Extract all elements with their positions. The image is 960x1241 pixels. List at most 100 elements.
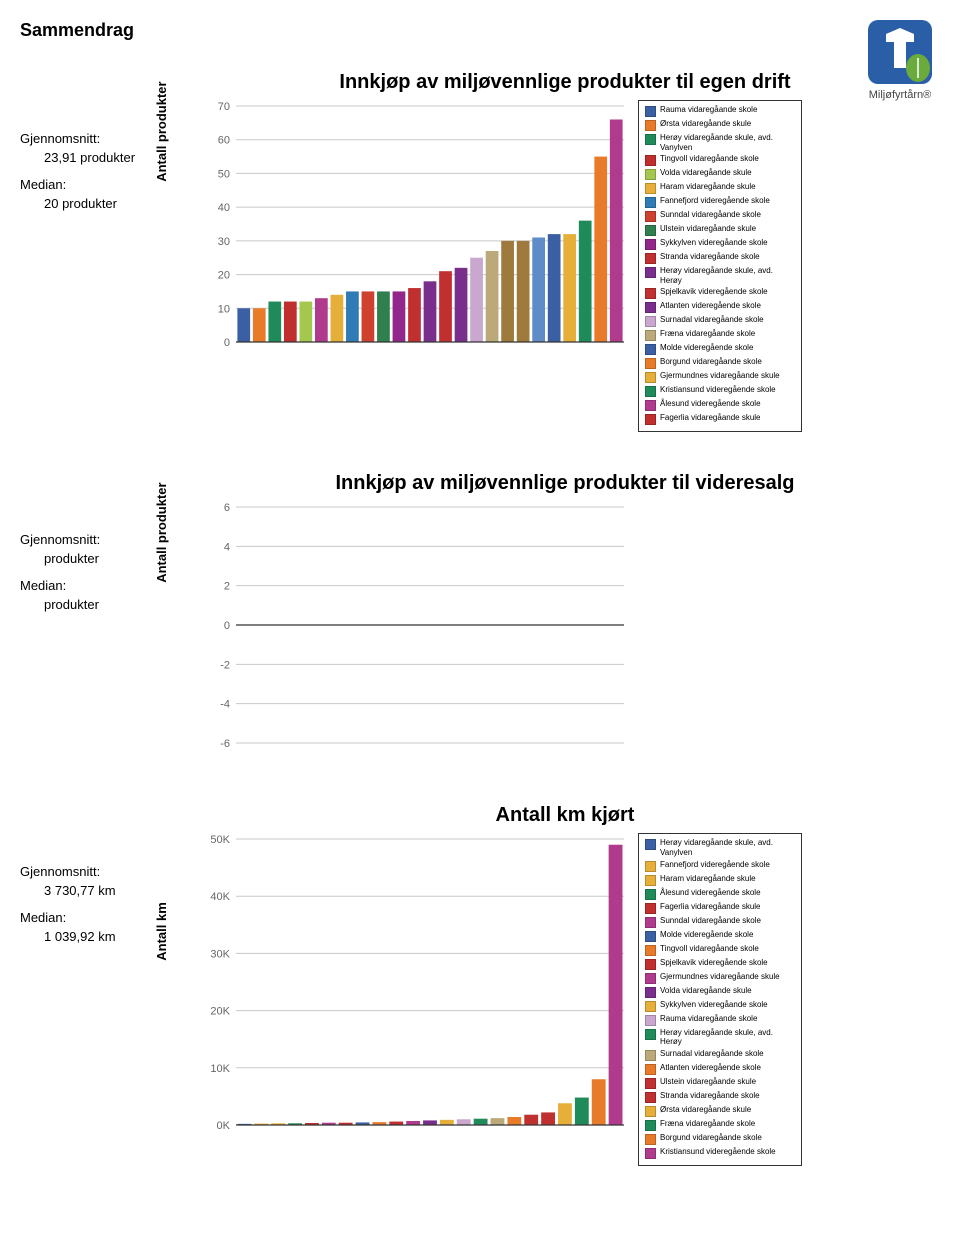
legend-swatch — [645, 400, 656, 411]
legend-item: Fræna vidaregåande skole — [645, 1119, 795, 1131]
svg-text:30: 30 — [218, 236, 230, 248]
bar — [424, 281, 437, 342]
chart-block: Antall km kjørtAntall km0K10K20K30K40K50… — [190, 804, 940, 1165]
legend-text: Borgund vidaregåande skole — [660, 357, 795, 367]
chart-title: Antall km kjørt — [190, 804, 940, 827]
bar — [315, 298, 328, 342]
bar — [393, 291, 406, 342]
legend-swatch — [645, 861, 656, 872]
bar — [362, 291, 375, 342]
legend-swatch — [645, 1120, 656, 1131]
legend-item: Sykkylven videregåande skole — [645, 238, 795, 250]
legend-text: Fræna vidaregåande skole — [660, 329, 795, 339]
legend-item: Herøy vidaregåande skule, avd. Herøy — [645, 266, 795, 285]
legend-swatch — [645, 183, 656, 194]
logo-text: Miljøfyrtårn® — [860, 89, 940, 101]
legend-swatch — [645, 211, 656, 222]
legend-text: Ørsta vidaregåande skule — [660, 1105, 795, 1115]
legend-item: Sunndal vidaregåande skole — [645, 210, 795, 222]
legend-swatch — [645, 1015, 656, 1026]
svg-text:40: 40 — [218, 202, 230, 214]
legend-item: Sykkylven videregåande skole — [645, 1000, 795, 1012]
bar — [284, 302, 297, 342]
median-value: produkter — [44, 597, 190, 612]
svg-text:6: 6 — [224, 502, 230, 514]
legend-text: Rauma vidaregåande skole — [660, 105, 795, 115]
legend-swatch — [645, 931, 656, 942]
legend-item: Ulstein vidaregåande skule — [645, 224, 795, 236]
legend-text: Haram vidaregåande skule — [660, 182, 795, 192]
legend-item: Surnadal vidaregåande skole — [645, 1049, 795, 1061]
legend-text: Haram vidaregåande skule — [660, 874, 795, 884]
legend-text: Atlanten videregående skole — [660, 301, 795, 311]
chart-row: Gjennomsnitt:3 730,77 kmMedian:1 039,92 … — [20, 804, 940, 1165]
legend-swatch — [645, 330, 656, 341]
legend-item: Tingvoll vidaregåande skole — [645, 154, 795, 166]
legend-swatch — [645, 917, 656, 928]
legend-swatch — [645, 1106, 656, 1117]
legend-text: Stranda vidaregåande skole — [660, 1091, 795, 1101]
bar — [377, 291, 390, 342]
svg-text:-6: -6 — [220, 738, 230, 750]
bar — [331, 295, 344, 342]
legend-text: Herøy vidaregåande skule, avd. Herøy — [660, 266, 795, 285]
page-title: Sammendrag — [20, 20, 940, 41]
legend-item: Borgund vidaregåande skole — [645, 357, 795, 369]
legend-item: Stranda vidaregåande skole — [645, 252, 795, 264]
legend-item: Haram vidaregåande skule — [645, 182, 795, 194]
legend-swatch — [645, 372, 656, 383]
legend-text: Fagerlia vidaregåande skule — [660, 413, 795, 423]
legend-swatch — [645, 414, 656, 425]
bar — [299, 302, 312, 342]
legend-item: Ørsta vidaregåande skule — [645, 119, 795, 131]
legend-text: Molde videregående skole — [660, 343, 795, 353]
chart-plot: 010203040506070 — [190, 100, 630, 360]
legend-swatch — [645, 169, 656, 180]
legend-item: Volda vidaregåande skule — [645, 986, 795, 998]
bar — [406, 1121, 420, 1125]
legend-text: Herøy vidaregåande skule, avd. Herøy — [660, 1028, 795, 1047]
bar — [594, 157, 607, 342]
legend-item: Atlanten videregående skole — [645, 301, 795, 313]
bar — [491, 1119, 505, 1126]
legend-item: Fagerlia vidaregåande skule — [645, 902, 795, 914]
legend-text: Herøy vidaregåande skule, avd. Vanylven — [660, 838, 795, 857]
svg-text:20K: 20K — [210, 1006, 230, 1018]
bar — [563, 234, 576, 342]
legend-swatch — [645, 358, 656, 369]
legend-item: Atlanten videregående skole — [645, 1063, 795, 1075]
legend-text: Fagerlia vidaregåande skule — [660, 902, 795, 912]
bar — [610, 119, 623, 342]
legend-item: Rauma vidaregåande skole — [645, 1014, 795, 1026]
svg-text:50: 50 — [218, 168, 230, 180]
legend-item: Borgund vidaregåande skole — [645, 1133, 795, 1145]
bar — [609, 845, 623, 1125]
lighthouse-icon — [868, 20, 932, 84]
legend-swatch — [645, 889, 656, 900]
legend-text: Tingvoll vidaregåande skole — [660, 154, 795, 164]
bar — [579, 221, 592, 342]
legend-text: Atlanten videregående skole — [660, 1063, 795, 1073]
legend-text: Stranda vidaregåande skole — [660, 252, 795, 262]
legend-swatch — [645, 288, 656, 299]
legend-item: Tingvoll vidaregåande skole — [645, 944, 795, 956]
y-axis-label: Antall produkter — [154, 482, 169, 582]
bar — [346, 291, 359, 342]
bar — [507, 1117, 521, 1125]
svg-text:60: 60 — [218, 135, 230, 147]
legend-item: Fagerlia vidaregåande skule — [645, 413, 795, 425]
legend-text: Borgund vidaregåande skole — [660, 1133, 795, 1143]
legend-item: Molde videregående skole — [645, 930, 795, 942]
bar — [439, 271, 452, 342]
legend-swatch — [645, 197, 656, 208]
legend-swatch — [645, 344, 656, 355]
legend-item: Surnadal vidaregåande skole — [645, 315, 795, 327]
legend-item: Ålesund videregående skole — [645, 888, 795, 900]
legend-swatch — [645, 106, 656, 117]
legend-text: Sykkylven videregåande skole — [660, 238, 795, 248]
legend: Herøy vidaregåande skule, avd. Vanylven F… — [638, 833, 802, 1165]
legend-swatch — [645, 903, 656, 914]
legend-swatch — [645, 839, 656, 850]
svg-text:30K: 30K — [210, 949, 230, 961]
bar — [575, 1098, 589, 1125]
